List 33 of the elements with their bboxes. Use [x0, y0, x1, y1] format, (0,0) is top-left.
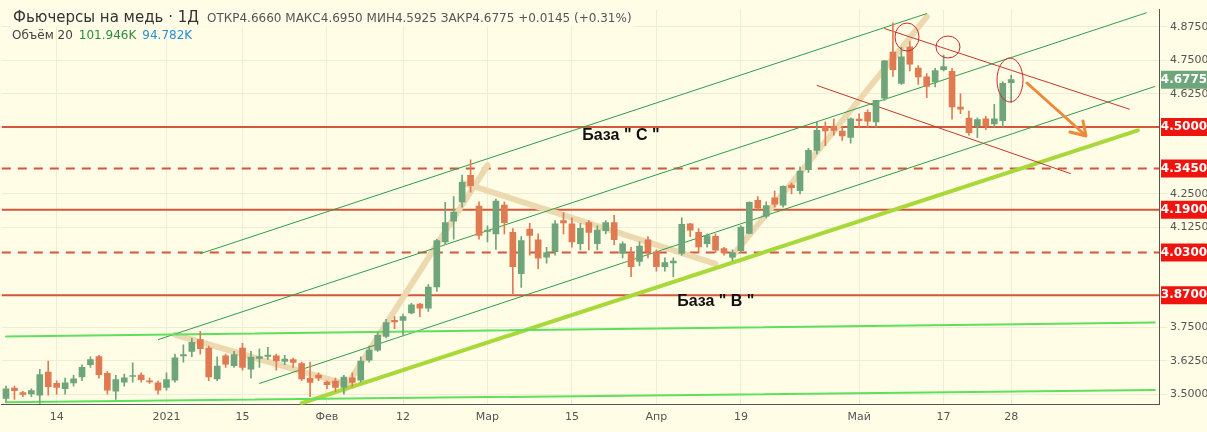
x-tick-label: 12 [396, 410, 410, 424]
x-tick-label: 2021 [152, 410, 181, 424]
x-tick-label: 19 [733, 410, 748, 424]
annotation: 94.782K [142, 28, 193, 42]
y-tick-label: 4.6250 [1170, 86, 1207, 100]
x-tick-label: Фев [315, 410, 339, 424]
chart-subtitle: ОТКР4.6660 МАКС4.6950 МИН4.5925 ЗАКР4.6775 +0.0145 (+0.31%) [206, 11, 632, 25]
chart-title: Фьючерсы на медь · 1Д [13, 8, 199, 26]
y-tick-label: 3.7500 [1170, 320, 1207, 334]
ref-line-label: 4.1900 [1160, 202, 1207, 216]
ref-line-label: 4.3450 [1160, 160, 1207, 175]
x-tick-label: 15 [564, 410, 579, 424]
text: 4.6775 [1160, 71, 1207, 86]
y-tick-label: 4.2500 [1170, 186, 1207, 200]
x-tick-label: Май [847, 410, 871, 424]
annotation: Объём 20 [12, 28, 73, 42]
annotation: 101.946K [78, 28, 137, 42]
annotation: База " В " [677, 292, 755, 310]
x-tick-label: 15 [235, 410, 250, 424]
x-tick-label: Апр [645, 410, 668, 424]
ref-line-label: 4.0300 [1160, 244, 1207, 259]
ref-line-label: 3.8700 [1160, 287, 1207, 302]
x-tick-label: Мар [475, 410, 500, 424]
y-tick-label: 3.6250 [1170, 353, 1207, 367]
y-tick-label: 4.8750 [1170, 19, 1207, 33]
y-tick-label: 3.5000 [1170, 386, 1207, 400]
x-tick-label: 17 [936, 410, 951, 424]
x-tick-label: 28 [1004, 410, 1019, 424]
annotation: База " С " [582, 126, 660, 144]
y-tick-label: 4.7500 [1170, 53, 1207, 67]
x-tick-label: 14 [49, 410, 64, 424]
y-tick-label: 4.1250 [1170, 220, 1207, 234]
ref-line-label: 4.5000 [1160, 119, 1207, 134]
